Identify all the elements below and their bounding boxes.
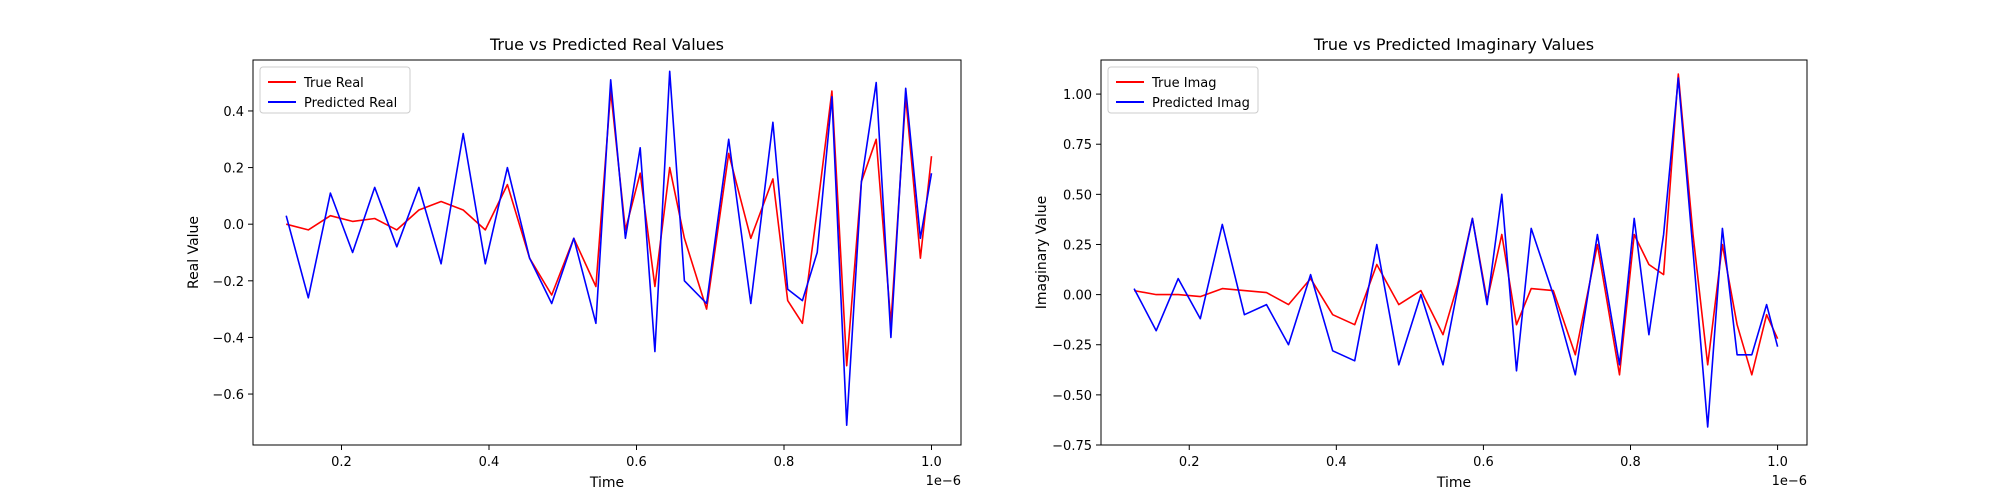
- x-scale-offset-label: 1e−6: [926, 474, 961, 489]
- chart-1: True vs Predicted Real Values 0.2 0.4 0.6 0.…: [186, 35, 962, 491]
- legend-label: True Real: [303, 76, 364, 91]
- legend-box: [1107, 66, 1259, 114]
- legend-label: Predicted Imag: [1152, 96, 1250, 111]
- series-line-true: [286, 90, 933, 367]
- x-tick-label: 0.2: [1179, 455, 1200, 470]
- y-tick-label: −0.6: [212, 388, 244, 403]
- y-tick-label: 0.4: [223, 105, 244, 120]
- legend-label: True Imag: [1151, 76, 1216, 91]
- plot-area-frame: [1100, 59, 1808, 446]
- y-tick-label: −0.25: [1052, 339, 1092, 354]
- legend-box: [259, 66, 411, 114]
- x-tick-label: 0.6: [626, 455, 647, 470]
- x-scale-offset-label: 1e−6: [1772, 474, 1807, 489]
- legend-label: Predicted Real: [304, 96, 397, 111]
- y-tick-label: 0.25: [1063, 238, 1092, 253]
- series-line-true: [1133, 73, 1779, 376]
- y-tick-label: 1.00: [1063, 88, 1092, 103]
- y-tick-label: 0.75: [1063, 138, 1092, 153]
- chart-title: True vs Predicted Imaginary Values: [1313, 35, 1594, 54]
- x-tick-label: 0.4: [1326, 455, 1347, 470]
- y-tick-label: 0.0: [223, 218, 244, 233]
- chart-2: True vs Predicted Imaginary Values 0.2 0.4…: [1034, 35, 1808, 491]
- x-axis-label: Time: [589, 475, 624, 491]
- y-tick-label: −0.75: [1052, 439, 1092, 454]
- x-tick-label: 0.4: [479, 455, 500, 470]
- legend: True Imag Predicted Imag: [1107, 66, 1259, 114]
- plot-area-frame: [252, 59, 962, 446]
- x-tick-label: 1.0: [921, 455, 942, 470]
- y-tick-label: 0.50: [1063, 188, 1092, 203]
- chart-title: True vs Predicted Real Values: [489, 35, 724, 54]
- x-tick-label: 0.6: [1473, 455, 1494, 470]
- legend: True Real Predicted Real: [259, 66, 411, 114]
- y-tick-label: 0.2: [223, 162, 244, 177]
- x-tick-label: 0.8: [774, 455, 795, 470]
- y-tick-label: 0.00: [1063, 289, 1092, 304]
- y-axis-label: Real Value: [186, 216, 202, 289]
- y-tick-label: −0.2: [212, 275, 244, 290]
- y-axis-label: Imaginary Value: [1034, 196, 1050, 310]
- x-tick-label: 0.2: [331, 455, 352, 470]
- x-tick-label: 1.0: [1767, 455, 1788, 470]
- y-tick-label: −0.50: [1052, 389, 1092, 404]
- x-tick-label: 0.8: [1620, 455, 1641, 470]
- series-line-predicted: [285, 70, 933, 427]
- y-tick-label: −0.4: [212, 331, 244, 346]
- series-line-predicted: [1133, 77, 1779, 428]
- x-axis-label: Time: [1436, 475, 1471, 491]
